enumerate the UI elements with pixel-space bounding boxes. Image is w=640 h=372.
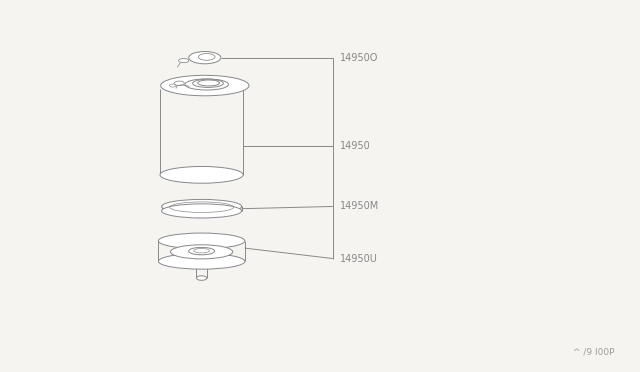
Text: ^ /9 l00P: ^ /9 l00P (573, 347, 614, 356)
Ellipse shape (161, 204, 242, 218)
Text: 14950O: 14950O (340, 53, 378, 62)
Ellipse shape (160, 166, 243, 183)
Text: 14950: 14950 (340, 141, 371, 151)
Ellipse shape (198, 80, 220, 86)
Ellipse shape (189, 52, 221, 64)
Ellipse shape (174, 81, 184, 86)
Ellipse shape (196, 276, 207, 280)
Ellipse shape (161, 199, 242, 214)
Ellipse shape (193, 79, 223, 87)
Ellipse shape (179, 58, 189, 62)
Ellipse shape (170, 245, 233, 259)
Text: 14950U: 14950U (340, 254, 378, 263)
Ellipse shape (158, 254, 245, 269)
Ellipse shape (170, 84, 176, 87)
Text: 14950M: 14950M (340, 202, 379, 211)
Ellipse shape (189, 247, 214, 255)
Ellipse shape (198, 54, 215, 60)
Ellipse shape (185, 79, 228, 90)
Ellipse shape (158, 233, 245, 248)
Ellipse shape (161, 75, 249, 96)
